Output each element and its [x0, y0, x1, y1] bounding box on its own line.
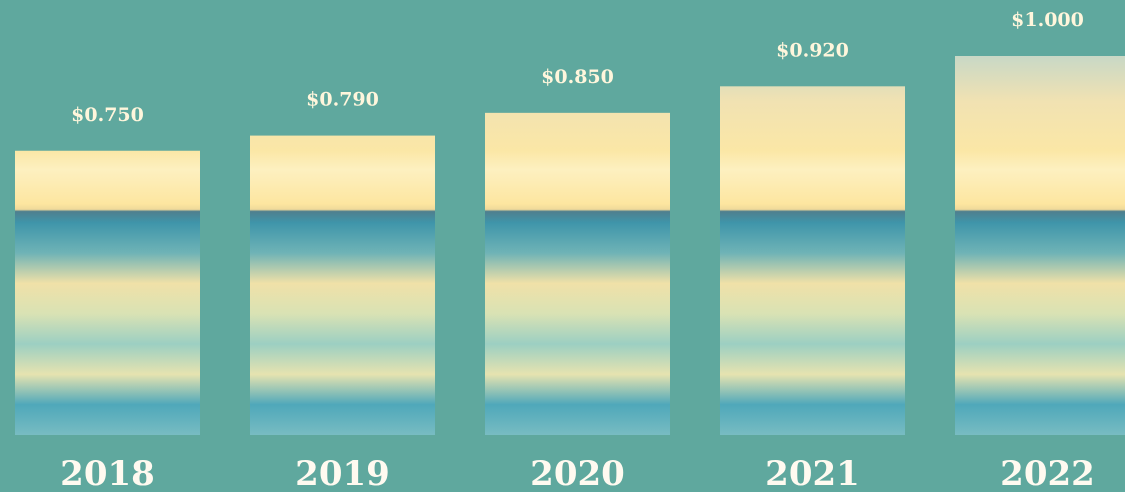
bar [250, 136, 435, 435]
chart: $0.750 2018 $0.790 2019 $0.850 2020 $0.920 2021… [0, 0, 1125, 492]
category-label: 2021 [765, 454, 860, 492]
category-label: 2018 [60, 454, 155, 492]
bar [485, 113, 670, 435]
bar [720, 86, 905, 435]
bar [955, 56, 1125, 435]
plot-area: $0.750 2018 $0.790 2019 $0.850 2020 $0.920 2021… [15, 9, 1125, 492]
category-label: 2019 [295, 454, 390, 492]
value-label: $0.920 [776, 39, 849, 61]
value-label: $0.850 [541, 66, 614, 88]
category-label: 2020 [530, 454, 625, 492]
page: $0.750 2018 $0.790 2019 $0.850 2020 $0.920 2021… [0, 0, 1125, 492]
bar [15, 151, 200, 435]
value-label: $1.000 [1011, 9, 1084, 31]
value-label: $0.790 [306, 89, 379, 111]
category-label: 2022 [1000, 454, 1095, 492]
value-label: $0.750 [71, 104, 144, 126]
